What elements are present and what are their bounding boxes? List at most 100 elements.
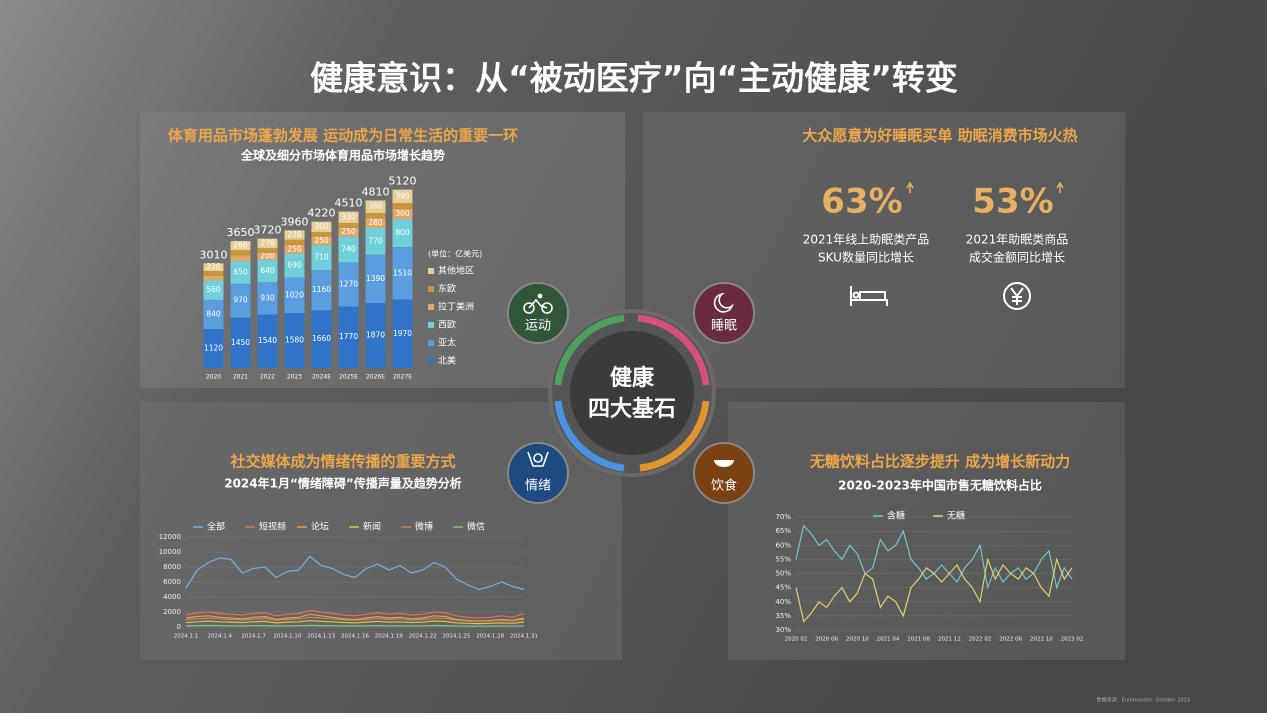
total-label: 3010 xyxy=(200,248,228,261)
center-label: 四大基石 xyxy=(588,397,676,422)
pillar-badge xyxy=(693,442,755,504)
segment-label: 1770 xyxy=(339,332,358,341)
y-tick-label: 4000 xyxy=(163,593,181,601)
yen-icon xyxy=(1003,282,1031,310)
segment-label: 1540 xyxy=(258,336,277,345)
bar-segment xyxy=(365,218,386,228)
y-tick-label: 45% xyxy=(775,584,791,592)
x-tick-label: 2023 02 xyxy=(1061,637,1084,643)
x-tick-label: 2021 12 xyxy=(938,637,961,643)
bar-segment xyxy=(203,299,224,330)
bar-segment xyxy=(203,275,224,281)
legend-swatch xyxy=(428,286,434,292)
legend-swatch xyxy=(428,268,434,274)
segment-label: 1580 xyxy=(285,336,304,345)
y-tick-label: 60% xyxy=(775,541,791,549)
chart-title: 全球及细分市场体育用品市场增长趋势 xyxy=(240,148,445,163)
bar-segment xyxy=(230,317,251,368)
x-tick-label: 2026E xyxy=(366,374,385,381)
y-tick-label: 55% xyxy=(775,555,791,563)
bar-segment xyxy=(257,252,278,260)
y-tick-label: 10000 xyxy=(159,548,181,556)
panel xyxy=(728,402,1125,660)
x-tick-label: 2024.1.16 xyxy=(341,634,369,640)
bar-segment xyxy=(365,212,386,219)
x-tick-label: 2025E xyxy=(339,374,358,381)
pillar-label: 情绪 xyxy=(525,479,551,494)
legend-label: 论坛 xyxy=(311,521,329,533)
total-label: 3650 xyxy=(227,226,255,239)
segment-label: 250 xyxy=(287,244,302,253)
legend-label: 拉丁美洲 xyxy=(438,301,474,313)
x-tick-label: 2024.1.7 xyxy=(241,634,266,640)
segment-label: 330 xyxy=(341,212,356,221)
segment-label: 220 xyxy=(206,262,221,271)
segment-label: 710 xyxy=(314,253,329,262)
segment-label: 270 xyxy=(287,230,302,239)
x-tick-label: 2024.1.4 xyxy=(208,634,233,640)
panel-heading: 无糖饮料占比逐步提升 成为增长新动力 xyxy=(809,453,1070,471)
segment-label: 1870 xyxy=(366,330,385,339)
y-tick-label: 6000 xyxy=(163,578,181,586)
x-tick-label: 2024.1.28 xyxy=(476,634,504,640)
x-tick-label: 2024.1.10 xyxy=(273,634,301,640)
bar-segment xyxy=(284,277,305,314)
legend-label: 短视频 xyxy=(259,521,286,533)
bar-segment xyxy=(338,227,359,237)
y-tick-label: 2000 xyxy=(163,608,181,616)
y-tick-label: 50% xyxy=(775,570,791,578)
segment-label: 300 xyxy=(314,222,329,231)
moon-icon xyxy=(713,292,734,313)
bar-segment xyxy=(284,239,305,245)
x-tick-label: 2022 02 xyxy=(969,637,992,643)
series-line xyxy=(185,619,525,625)
segment-label: 360 xyxy=(368,202,383,211)
segment-label: 260 xyxy=(233,241,248,250)
series-line xyxy=(795,557,1073,623)
x-tick-label: 2024.1.22 xyxy=(409,634,437,640)
legend-label: 亚太 xyxy=(438,337,456,349)
total-label: 3720 xyxy=(254,224,282,237)
segment-label: 1450 xyxy=(231,338,250,347)
x-tick-label: 2021 xyxy=(233,374,248,381)
legend-swatch xyxy=(428,304,434,310)
legend-swatch xyxy=(428,358,434,364)
footnote: 数据来源：Euromonitor, October 2023 xyxy=(1097,697,1190,704)
segment-label: 390 xyxy=(395,191,410,200)
unit-note: (单位：亿美元) xyxy=(428,249,482,259)
bar-segment xyxy=(257,282,278,315)
chart-title: 2024年1月“情绪障碍”传播声量及趋势分析 xyxy=(224,476,462,491)
stat-label: 2021年线上助眠类产品 xyxy=(803,233,930,247)
series-line xyxy=(185,555,525,591)
bar-segment xyxy=(203,280,224,300)
bar-segment xyxy=(311,221,332,233)
segment-label: 280 xyxy=(368,218,383,227)
x-tick-label: 2021 04 xyxy=(877,637,900,643)
segment-label: 800 xyxy=(395,228,410,237)
segment-label: 560 xyxy=(206,285,221,294)
segment-label: 1120 xyxy=(204,344,223,353)
bar-segment xyxy=(230,255,251,262)
panel-heading: 体育用品市场蓬勃发展 运动成为日常生活的重要一环 xyxy=(168,127,518,145)
bar-segment xyxy=(311,245,332,270)
total-label: 5120 xyxy=(389,175,417,188)
bar-segment xyxy=(257,314,278,368)
x-tick-label: 2024.1.31 xyxy=(510,634,538,640)
x-tick-label: 2020 10 xyxy=(846,637,869,643)
series-line xyxy=(185,613,525,622)
series-line xyxy=(185,609,525,619)
up-arrow xyxy=(906,181,914,193)
segment-label: 740 xyxy=(341,244,356,253)
bar-segment xyxy=(392,247,413,300)
segment-label: 1270 xyxy=(339,279,358,288)
pillar-label: 睡眠 xyxy=(711,319,737,334)
y-tick-label: 0 xyxy=(177,623,181,631)
bar-segment xyxy=(230,250,251,256)
segment-label: 1390 xyxy=(366,274,385,283)
bed-icon xyxy=(850,286,888,306)
bar-segment xyxy=(284,230,305,240)
pillar-badge xyxy=(693,282,755,344)
mood-icon xyxy=(527,451,549,467)
bar-segment xyxy=(311,232,332,237)
